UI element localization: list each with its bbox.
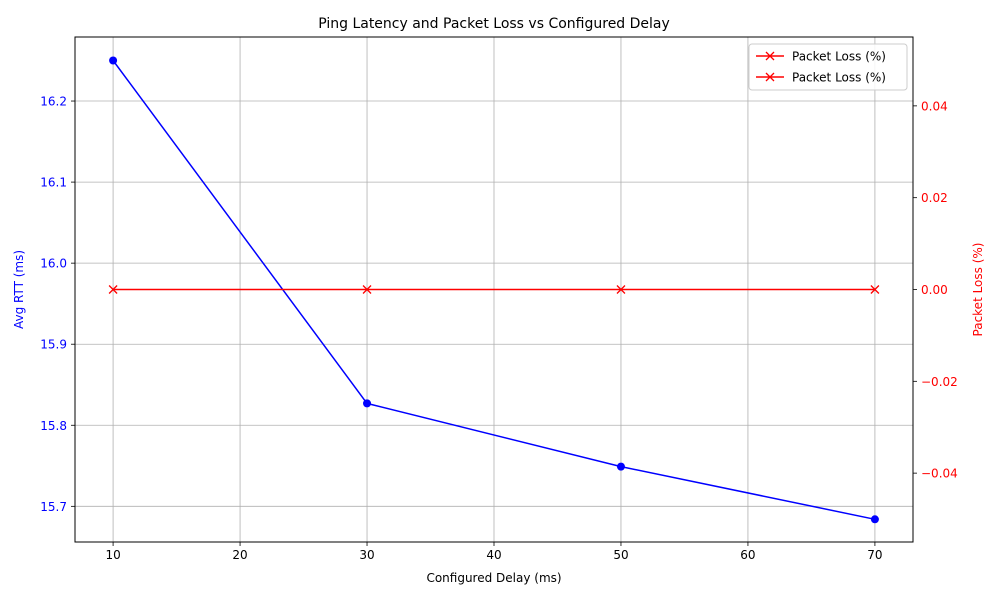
y-axis-label-right: Packet Loss (%) <box>971 243 985 337</box>
x-marker-icon <box>765 72 775 82</box>
x-tick-label: 40 <box>486 548 501 562</box>
avg-rtt-line <box>112 60 876 521</box>
y-axis-label-left: Avg RTT (ms) <box>12 250 26 329</box>
x-tick-label: 50 <box>613 548 628 562</box>
avg-rtt-point <box>109 56 118 65</box>
y-tick-label-left: 16.2 <box>40 95 67 109</box>
legend-label: Packet Loss (%) <box>792 50 886 64</box>
y-tick-label-left: 15.9 <box>40 338 67 352</box>
x-tick-label: 60 <box>740 548 755 562</box>
y-tick-label-right: −0.02 <box>921 375 958 389</box>
x-marker-icon <box>765 51 775 61</box>
ticks: 10 20 30 40 50 60 70 15.7 15.8 15.9 16.0 16.1 16.2 −0… <box>40 95 958 562</box>
avg-rtt-point <box>616 462 625 471</box>
y-tick-label-right: 0.00 <box>921 283 948 297</box>
chart-title: Ping Latency and Packet Loss vs Configur… <box>318 16 670 32</box>
packet-loss-point <box>870 285 880 294</box>
y-tick-label-right: −0.04 <box>921 467 958 481</box>
series-layer <box>108 56 880 524</box>
y-tick-label-left: 15.7 <box>40 500 67 514</box>
legend-label: Packet Loss (%) <box>792 71 886 85</box>
x-tick-label: 20 <box>232 548 247 562</box>
packet-loss-point <box>616 285 626 294</box>
legend-box <box>748 43 908 91</box>
legend-entry: Packet Loss (%) <box>756 50 886 64</box>
legend: Packet Loss (%) Packet Loss (%) <box>748 43 908 91</box>
x-tick-label: 10 <box>105 548 120 562</box>
packet-loss-point <box>108 285 118 294</box>
legend-entry: Packet Loss (%) <box>756 71 886 85</box>
packet-loss-point <box>362 285 372 294</box>
x-tick-label: 30 <box>359 548 374 562</box>
x-tick-label: 70 <box>867 548 882 562</box>
y-tick-label-left: 15.8 <box>40 419 67 433</box>
y-tick-label-right: 0.02 <box>921 191 948 205</box>
avg-rtt-point <box>363 399 372 408</box>
y-tick-label-right: 0.04 <box>921 99 948 113</box>
y-tick-label-left: 16.1 <box>40 176 67 190</box>
x-axis-label: Configured Delay (ms) <box>426 571 561 585</box>
y-tick-label-left: 16.0 <box>40 257 67 271</box>
avg-rtt-point <box>870 515 879 524</box>
